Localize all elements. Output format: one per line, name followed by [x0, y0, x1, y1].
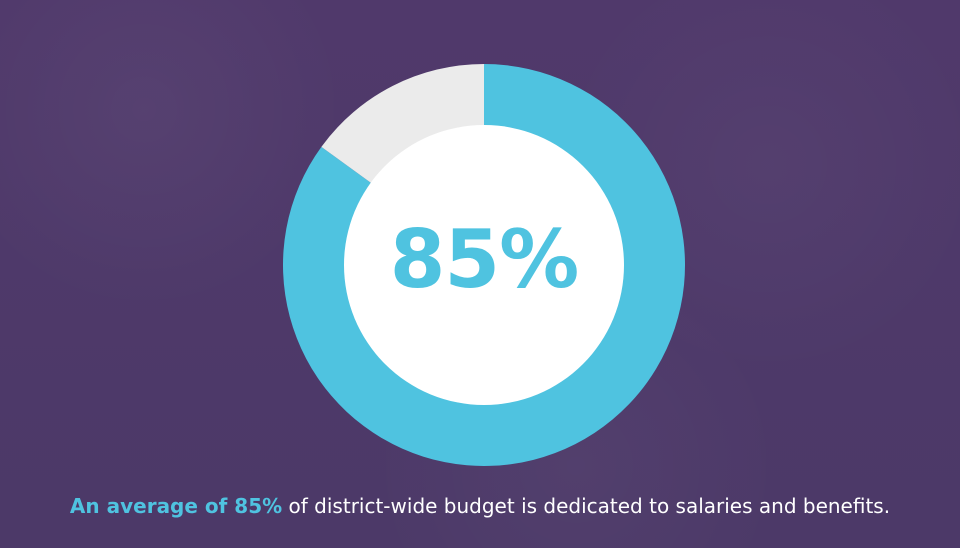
center-value-label: 85%	[390, 213, 578, 306]
chart-caption: An average of 85% of district-wide budge…	[0, 494, 960, 518]
caption-text: of district-wide budget is dedicated to …	[282, 494, 891, 518]
donut-chart: 85%	[283, 64, 685, 466]
donut-hole	[344, 125, 624, 405]
donut-svg: 85%	[283, 64, 685, 466]
caption-highlight: An average of 85%	[69, 494, 283, 518]
